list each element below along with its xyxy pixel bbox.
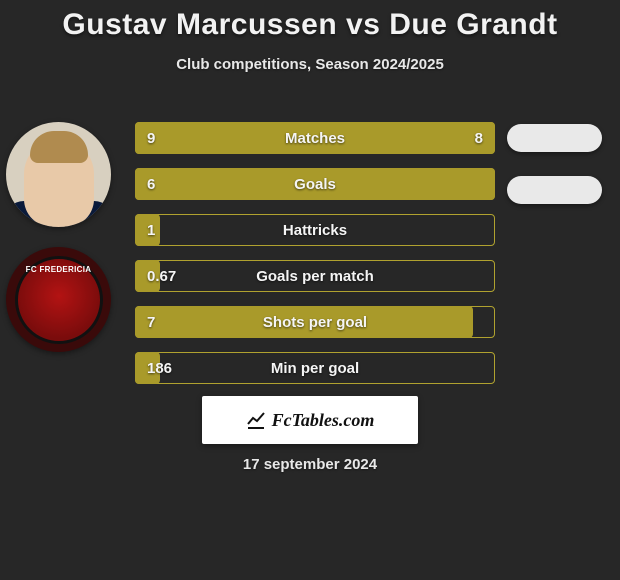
stat-bar-fill	[135, 306, 473, 338]
club-avatar: FC FREDERICIA	[6, 247, 111, 352]
opponent-oval-2	[507, 176, 602, 204]
stat-bar-bg	[135, 260, 495, 292]
stat-bar-fill	[135, 260, 160, 292]
footer-date: 17 september 2024	[0, 456, 620, 473]
page-subtitle: Club competitions, Season 2024/2025	[0, 56, 620, 73]
stat-bar-fill	[135, 122, 495, 154]
stat-bar-row: Min per goal186	[135, 352, 495, 384]
avatar-face	[24, 139, 94, 227]
chart-icon	[246, 410, 266, 430]
player-avatar	[6, 122, 111, 227]
opponent-oval-1	[507, 124, 602, 152]
stat-bar-row: Goals6	[135, 168, 495, 200]
page-title: Gustav Marcussen vs Due Grandt	[0, 0, 620, 42]
footer-brand-badge: FcTables.com	[202, 396, 418, 444]
stat-bar-bg	[135, 214, 495, 246]
footer-brand-text: FcTables.com	[272, 410, 375, 431]
stat-bar-row: Shots per goal7	[135, 306, 495, 338]
stat-bar-fill	[135, 214, 160, 246]
stat-bar-fill	[135, 352, 160, 384]
stat-bar-bg	[135, 352, 495, 384]
club-badge: FC FREDERICIA	[15, 256, 103, 344]
stat-bar-fill	[135, 168, 495, 200]
stat-bar-row: Matches98	[135, 122, 495, 154]
stat-bar-row: Goals per match0.67	[135, 260, 495, 292]
right-oval-column	[507, 124, 602, 204]
club-badge-text: FC FREDERICIA	[26, 265, 92, 274]
stat-bar-row: Hattricks1	[135, 214, 495, 246]
avatar-column: FC FREDERICIA	[6, 122, 111, 352]
stat-bars: Matches98 Goals6 Hattricks1 Goals per match…	[135, 122, 495, 384]
